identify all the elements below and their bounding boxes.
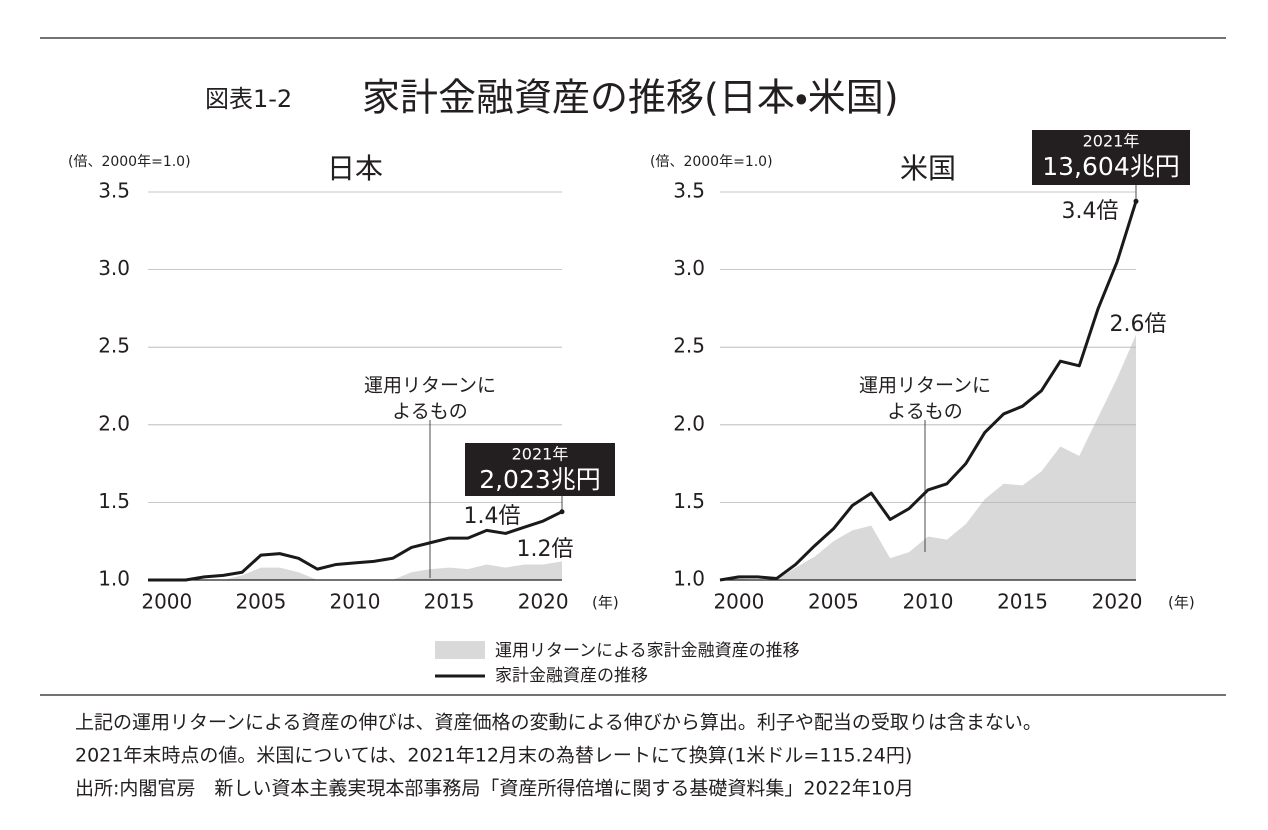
x-tick-label: 2005 (808, 590, 859, 614)
x-tick-label: 2015 (997, 590, 1048, 614)
annotation: 運用リターンに (859, 375, 991, 397)
y-tick-label: 2.5 (673, 334, 705, 358)
y-axis-label: (倍、2000年=1.0) (68, 154, 191, 170)
return-area (720, 334, 1136, 580)
y-tick-label: 3.5 (673, 179, 705, 203)
y-tick-label: 1.5 (98, 489, 130, 513)
callout-amount: 2,023兆円 (479, 465, 601, 494)
x-tick-label: 2000 (141, 590, 192, 614)
x-axis-label: (年) (1168, 594, 1195, 612)
y-tick-label: 3.0 (98, 256, 130, 280)
x-tick-label: 2010 (903, 590, 954, 614)
legend-label: 運用リターンによる家計金融資産の推移 (495, 641, 800, 661)
end-label: 2.6倍 (1110, 312, 1167, 337)
end-label: 1.2倍 (517, 537, 574, 562)
callout-box (1032, 130, 1190, 185)
callout-year: 2021年 (512, 445, 569, 464)
annotation: よるもの (887, 401, 962, 423)
x-tick-label: 2020 (1092, 590, 1143, 614)
x-tick-label: 2000 (713, 590, 764, 614)
footnote: 出所:内閣官房 新しい資本主義実現本部事務局「資産所得倍増に関する基礎資料集」2… (75, 778, 914, 800)
y-tick-label: 1.0 (98, 567, 130, 591)
end-point (559, 509, 565, 515)
end-label: 1.4倍 (464, 504, 521, 529)
y-tick-label: 2.0 (98, 411, 130, 435)
legend-label: 家計金融資産の推移 (495, 666, 648, 686)
end-point (1133, 198, 1139, 204)
return-area (148, 561, 562, 580)
callout-year: 2021年 (1083, 132, 1140, 151)
callout-amount: 13,604兆円 (1042, 152, 1179, 181)
asset-line (719, 200, 1138, 582)
x-axis-label: (年) (592, 594, 619, 612)
panel-title: 日本 (327, 152, 383, 185)
legend-swatch-area (435, 641, 485, 659)
x-tick-label: 2020 (518, 590, 569, 614)
callout-box (465, 443, 615, 496)
y-axis-label: (倍、2000年=1.0) (650, 154, 773, 170)
figure-title: 家計金融資産の推移(日本・米国) (362, 76, 899, 120)
asset-line (148, 510, 563, 582)
x-tick-label: 2005 (235, 590, 286, 614)
panel-title: 米国 (900, 152, 956, 185)
annotation: よるもの (392, 401, 467, 423)
y-tick-label: 3.0 (673, 256, 705, 280)
footnote: 上記の運用リターンによる資産の伸びは、資産価格の変動による伸びから算出。利子や配… (75, 712, 1042, 734)
x-tick-label: 2010 (330, 590, 381, 614)
y-tick-label: 1.0 (673, 567, 705, 591)
x-tick-label: 2015 (424, 590, 475, 614)
y-tick-label: 3.5 (98, 179, 130, 203)
end-label: 3.4倍 (1062, 199, 1119, 224)
y-tick-label: 2.5 (98, 334, 130, 358)
annotation: 運用リターンに (364, 375, 496, 397)
figure-number: 図表1-2 (205, 85, 292, 113)
y-tick-label: 1.5 (673, 489, 705, 513)
footnote: 2021年末時点の値。米国については、2021年12月末の為替レートにて換算(1… (75, 745, 912, 767)
y-tick-label: 2.0 (673, 411, 705, 435)
